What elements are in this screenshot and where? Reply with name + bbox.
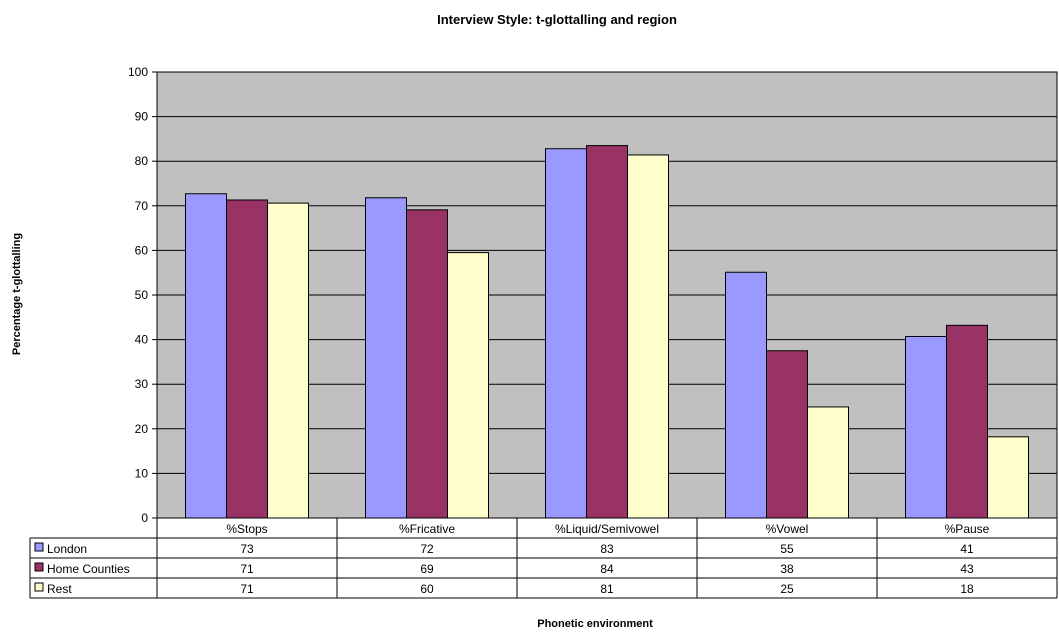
bar-london-2: [545, 148, 587, 519]
y-tick-label: 20: [135, 422, 149, 436]
y-tick-label: 0: [141, 511, 148, 525]
category-label: %Vowel: [766, 522, 809, 536]
data-table-cell: 81: [600, 582, 614, 596]
data-table-cell: 18: [960, 582, 974, 596]
y-axis-label: Percentage t-glottalling: [11, 233, 23, 355]
category-label: %Fricative: [399, 522, 455, 536]
bar-home-counties-3: [766, 350, 808, 519]
bar-home-counties-0: [226, 199, 268, 519]
data-table-cell: 71: [240, 582, 254, 596]
data-table-cell: 71: [240, 562, 254, 576]
data-table-cell: 41: [960, 542, 974, 556]
bar-home-counties-1: [406, 209, 448, 519]
data-table-cell: 55: [780, 542, 794, 556]
chart-title: Interview Style: t-glottalling and regio…: [437, 12, 677, 27]
category-label: %Stops: [226, 522, 267, 536]
legend-label: Rest: [47, 582, 72, 596]
y-tick-label: 90: [135, 110, 149, 124]
bar-rest-4: [987, 436, 1029, 519]
category-label: %Pause: [945, 522, 990, 536]
category-label: %Liquid/Semivowel: [555, 522, 659, 536]
legend-label: London: [47, 542, 87, 556]
y-tick-label: 40: [135, 333, 149, 347]
data-table-cell: 69: [420, 562, 434, 576]
bar-home-counties-2: [586, 145, 628, 519]
bar-london-3: [725, 271, 767, 519]
legend-label: Home Counties: [47, 562, 130, 576]
y-tick-label: 100: [128, 65, 148, 79]
x-axis-label: Phonetic environment: [537, 618, 653, 630]
data-table-cell: 43: [960, 562, 974, 576]
data-table: %Stops %Fricative %Liquid/Semivowel %Vowel%…: [29, 517, 1058, 599]
data-table-cell: 38: [780, 562, 794, 576]
data-table-cell: 84: [600, 562, 614, 576]
bar-rest-0: [267, 202, 309, 519]
bar-rest-2: [627, 154, 669, 519]
bar-rest-3: [807, 406, 849, 519]
bar-london-0: [185, 193, 227, 519]
data-table-cell: 25: [780, 582, 794, 596]
y-tick-label: 50: [135, 288, 149, 302]
bar-home-counties-4: [946, 324, 988, 519]
data-table-cell: 73: [240, 542, 254, 556]
legend-swatch: [34, 582, 44, 592]
y-tick-label: 60: [135, 243, 149, 257]
bar-london-1: [365, 197, 407, 519]
legend-swatch: [34, 562, 44, 572]
y-tick-label: 70: [135, 199, 149, 213]
data-table-cell: 72: [420, 542, 434, 556]
bar-rest-1: [447, 252, 489, 519]
y-tick-label: 30: [135, 377, 149, 391]
legend-swatch: [34, 542, 44, 552]
y-tick-label: 80: [135, 154, 149, 168]
y-tick-label: 10: [135, 466, 149, 480]
data-table-cell: 60: [420, 582, 434, 596]
bar-london-4: [905, 335, 947, 519]
plot-area: 0 10 20 30 40 50 60 70 80 90 100: [128, 65, 1058, 525]
data-table-cell: 83: [600, 542, 614, 556]
